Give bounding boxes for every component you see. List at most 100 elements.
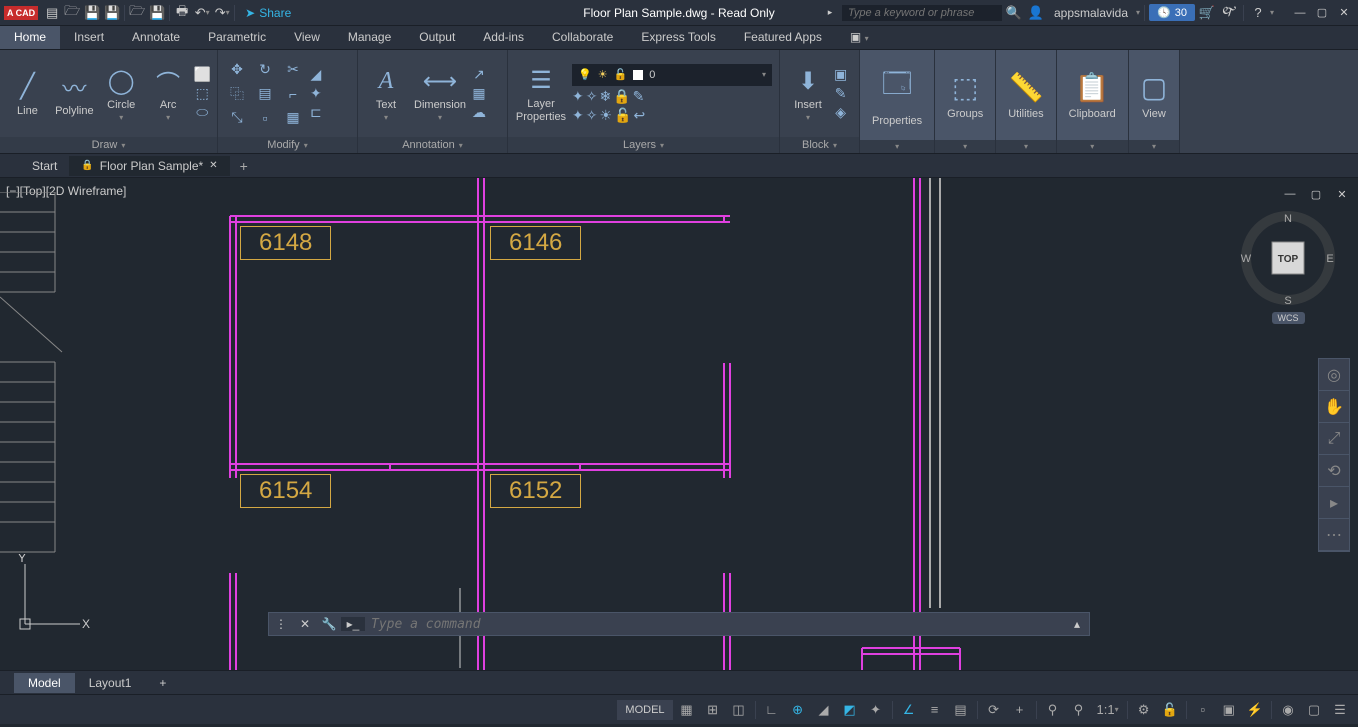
status-polar-icon[interactable]: ⊕ xyxy=(786,699,810,721)
nav-more-icon[interactable]: ⋯ xyxy=(1319,519,1349,551)
cmd-history-icon[interactable]: ⋮ xyxy=(269,617,293,631)
hatch-icon[interactable]: ⬚ xyxy=(194,85,211,102)
tab-annotate[interactable]: Annotate xyxy=(118,26,194,49)
status-infer-icon[interactable]: ◫ xyxy=(727,699,751,721)
username-label[interactable]: appsmalavida xyxy=(1054,6,1128,20)
layer-uniso-icon[interactable]: ✧ xyxy=(586,107,598,124)
panel-draw-title[interactable]: Draw ▾ xyxy=(0,137,217,153)
nav-wheel-icon[interactable]: ◎ xyxy=(1319,359,1349,391)
save-icon[interactable]: 💾 xyxy=(82,3,102,23)
ribbon-toggle[interactable]: ▣ ▾ xyxy=(836,26,883,49)
status-iso-icon[interactable]: ◢ xyxy=(812,699,836,721)
layer-combo[interactable]: 💡 ☀ 🔓 0 ▾ xyxy=(572,64,772,86)
tab-collaborate[interactable]: Collaborate xyxy=(538,26,627,49)
status-lock-icon[interactable]: 🔓 xyxy=(1158,699,1182,721)
ellipse-icon[interactable]: ⬭ xyxy=(194,104,211,121)
explode-icon[interactable]: ✦ xyxy=(310,85,322,102)
cloud-icon[interactable]: ☁ xyxy=(472,104,486,121)
user-icon[interactable]: 👤 xyxy=(1026,3,1046,23)
maximize-button[interactable]: ▢ xyxy=(1312,3,1332,23)
layout-tab-model[interactable]: Model xyxy=(14,673,75,693)
edit-block-icon[interactable]: ✎ xyxy=(834,85,847,102)
user-dropdown-icon[interactable]: ▾ xyxy=(1136,8,1140,17)
rotate-icon[interactable]: ↻ xyxy=(252,59,278,81)
status-osnap-icon[interactable]: ◩ xyxy=(838,699,862,721)
open-icon[interactable]: 🗁 xyxy=(62,3,82,23)
viewport-maximize[interactable]: ▢ xyxy=(1306,184,1326,204)
panel-clipboard[interactable]: 📋Clipboard ▾ xyxy=(1057,50,1129,153)
layer-prev-icon[interactable]: ↩ xyxy=(633,107,645,124)
tab-home[interactable]: Home xyxy=(0,26,60,49)
help-icon[interactable]: ? xyxy=(1248,3,1268,23)
status-units-icon[interactable]: ▫ xyxy=(1191,699,1215,721)
doc-tab-file[interactable]: 🔒 Floor Plan Sample* ✕ xyxy=(69,156,229,176)
saveas-icon[interactable]: 💾 xyxy=(102,3,122,23)
attr-icon[interactable]: ◈ xyxy=(834,104,847,121)
array-icon[interactable]: ▦ xyxy=(280,107,306,129)
status-cycle-icon[interactable]: ⟳ xyxy=(982,699,1006,721)
tab-manage[interactable]: Manage xyxy=(334,26,405,49)
tab-addins[interactable]: Add-ins xyxy=(469,26,538,49)
nav-orbit-icon[interactable]: ⟲ xyxy=(1319,455,1349,487)
cart-icon[interactable]: 🛒 xyxy=(1197,3,1217,23)
layer-thaw-icon[interactable]: ☀ xyxy=(599,107,612,124)
layer-iso-icon[interactable]: ✧ xyxy=(586,88,598,105)
status-annomonitor-icon[interactable]: + xyxy=(1008,699,1032,721)
scale-icon[interactable]: ▫ xyxy=(252,107,278,129)
rect-icon[interactable]: ⬜ xyxy=(194,66,211,83)
viewport-minimize[interactable]: — xyxy=(1280,184,1300,204)
undo-icon[interactable]: ↶ ▾ xyxy=(192,3,212,23)
plot-icon[interactable]: 🖶 xyxy=(172,3,192,23)
trim-icon[interactable]: ✂ xyxy=(280,59,306,81)
layer-on-icon[interactable]: ✦ xyxy=(572,107,584,124)
redo-icon[interactable]: ↷ ▾ xyxy=(212,3,232,23)
web-save-icon[interactable]: 💾 xyxy=(147,3,167,23)
layout-tab-layout1[interactable]: Layout1 xyxy=(75,673,146,693)
panel-groups[interactable]: ⬚Groups ▾ xyxy=(935,50,996,153)
minimize-button[interactable]: — xyxy=(1290,3,1310,23)
status-qp-icon[interactable]: ▣ xyxy=(1217,699,1241,721)
line-button[interactable]: ╱Line xyxy=(6,58,49,130)
drawing-canvas[interactable]: [−][Top][2D Wireframe] xyxy=(0,178,1358,670)
stretch-icon[interactable]: ⤡ xyxy=(224,107,250,129)
create-block-icon[interactable]: ▣ xyxy=(834,66,847,83)
offset-icon[interactable]: ⊏ xyxy=(310,104,322,121)
status-scale-label[interactable]: 1:1 ▾ xyxy=(1093,699,1123,721)
layout-tab-add[interactable]: + xyxy=(145,673,180,693)
layer-properties-button[interactable]: ☰Layer Properties xyxy=(514,58,568,130)
doc-tab-start[interactable]: Start xyxy=(20,156,69,176)
viewport-close[interactable]: ✕ xyxy=(1332,184,1352,204)
status-workspace-icon[interactable]: ⚙ xyxy=(1132,699,1156,721)
mirror-icon[interactable]: ▤ xyxy=(252,83,278,105)
tab-parametric[interactable]: Parametric xyxy=(194,26,280,49)
panel-annotation-title[interactable]: Annotation ▾ xyxy=(358,137,507,153)
panel-view[interactable]: ▢View ▾ xyxy=(1129,50,1180,153)
help-dropdown-icon[interactable]: ▾ xyxy=(1270,8,1274,17)
status-cleanscreen-icon[interactable]: ▢ xyxy=(1302,699,1326,721)
table-icon[interactable]: ▦ xyxy=(472,85,486,102)
search-input[interactable] xyxy=(842,5,1002,21)
status-otrack-icon[interactable]: ∠ xyxy=(897,699,921,721)
web-open-icon[interactable]: 🗁 xyxy=(127,3,147,23)
status-ortho-icon[interactable]: ∟ xyxy=(760,699,784,721)
status-annoscale-icon[interactable]: ⚲ xyxy=(1041,699,1065,721)
trial-badge[interactable]: 🕓 30 xyxy=(1149,4,1195,21)
status-lwt-icon[interactable]: ≡ xyxy=(923,699,947,721)
tab-output[interactable]: Output xyxy=(405,26,469,49)
status-grid-icon[interactable]: ▦ xyxy=(675,699,699,721)
search-dropdown-icon[interactable]: ▸ xyxy=(820,3,840,23)
panel-utilities[interactable]: 📏Utilities ▾ xyxy=(996,50,1056,153)
tab-featured[interactable]: Featured Apps xyxy=(730,26,836,49)
nav-showmotion-icon[interactable]: ▸ xyxy=(1319,487,1349,519)
add-tab-button[interactable]: + xyxy=(230,155,258,177)
close-button[interactable]: ✕ xyxy=(1334,3,1354,23)
viewcube[interactable]: TOP N S E W WCS xyxy=(1238,208,1338,308)
wcs-badge[interactable]: WCS xyxy=(1272,312,1305,324)
tab-view[interactable]: View xyxy=(280,26,334,49)
fillet-icon[interactable]: ⌐ xyxy=(280,83,306,105)
layer-lock-icon[interactable]: 🔒 xyxy=(613,88,630,105)
dimension-button[interactable]: ⟷Dimension▾ xyxy=(412,58,468,130)
cmd-customize-icon[interactable]: 🔧 xyxy=(317,617,341,631)
panel-block-title[interactable]: Block ▾ xyxy=(780,137,859,153)
layer-freeze-icon[interactable]: ❄ xyxy=(599,88,611,105)
